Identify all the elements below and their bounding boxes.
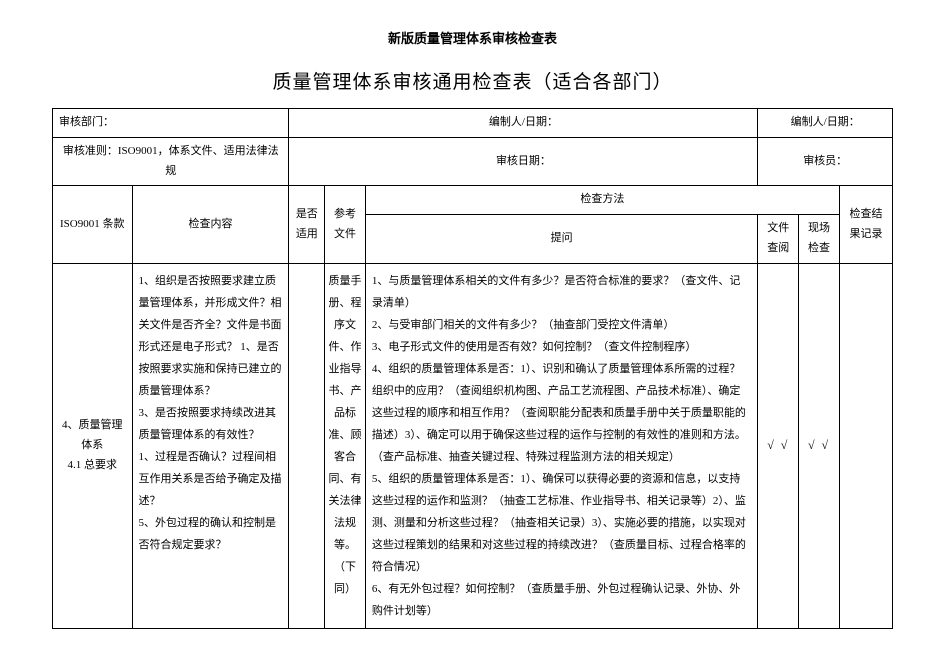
cell-question: 1、与质量管理体系相关的文件有多少？是否符合标准的要求？（查文件、记录清单） 2…: [365, 263, 757, 628]
col-apply: 是否适用: [289, 186, 325, 263]
audit-dept-label: 审核部门：: [53, 109, 289, 138]
info-row-2: 审核准则：ISO9001，体系文件、适用法律法规 审核日期： 审核员：: [53, 137, 893, 186]
audit-date-label: 审核日期：: [289, 137, 758, 186]
cell-sitecheck: √ √: [799, 263, 840, 628]
document-header-title: 新版质量管理体系审核检查表: [52, 28, 893, 47]
cell-ref: 质量手册、程序文件、作业指导书、产品标准、顾客合同、有关法律法规等。（下同）: [325, 263, 366, 628]
cell-clause: 4、质量管理体系 4.1 总要求: [53, 263, 133, 628]
cell-apply: [289, 263, 325, 628]
cell-content: 1、组织是否按照要求建立质量管理体系，并形成文件？相关文件是否齐全？文件是书面形…: [132, 263, 289, 628]
prepared-by-label-1: 编制人/日期：: [289, 109, 758, 138]
auditor-label: 审核员：: [758, 137, 893, 186]
col-clause: ISO9001 条款: [53, 186, 133, 263]
info-row-1: 审核部门： 编制人/日期： 编制人/日期：: [53, 109, 893, 138]
cell-result: [839, 263, 892, 628]
col-sitecheck: 现场检查: [799, 215, 840, 264]
col-question: 提问: [365, 215, 757, 264]
page: 新版质量管理体系审核检查表 质量管理体系审核通用检查表（适合各部门） 审核部门：…: [0, 0, 945, 649]
checklist-table: 审核部门： 编制人/日期： 编制人/日期： 审核准则：ISO9001，体系文件、…: [52, 108, 893, 629]
prepared-by-label-2: 编制人/日期：: [758, 109, 893, 138]
col-method: 检查方法: [365, 186, 839, 215]
col-ref: 参考文件: [325, 186, 366, 263]
col-content: 检查内容: [132, 186, 289, 263]
audit-criteria: 审核准则：ISO9001，体系文件、适用法律法规: [53, 137, 289, 186]
col-result: 检查结果记录: [839, 186, 892, 263]
col-doccheck: 文件查阅: [758, 215, 799, 264]
header-row-1: ISO9001 条款 检查内容 是否适用 参考文件 检查方法 检查结果记录: [53, 186, 893, 215]
table-row: 4、质量管理体系 4.1 总要求 1、组织是否按照要求建立质量管理体系，并形成文…: [53, 263, 893, 628]
main-title: 质量管理体系审核通用检查表（适合各部门）: [52, 67, 893, 94]
cell-doccheck: √ √: [758, 263, 799, 628]
